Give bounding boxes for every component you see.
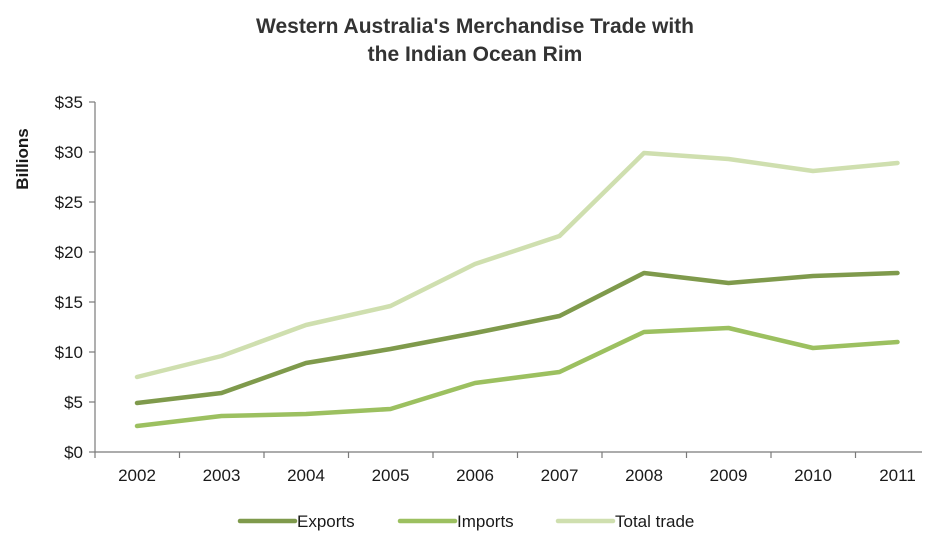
x-tick-label: 2007 [541, 466, 579, 485]
y-tick-labels: $0 $5 $10 $15 $20 $25 $30 $35 [55, 93, 83, 462]
x-tick-label: 2003 [203, 466, 241, 485]
y-tick-label: $0 [64, 443, 83, 462]
x-tick-label: 2006 [456, 466, 494, 485]
series-line-exports [134, 270, 900, 406]
legend-label-total-trade: Total trade [615, 512, 694, 531]
x-tick-label: 2004 [287, 466, 325, 485]
x-tick-labels: 2002 2003 2004 2005 2006 2007 2008 2009 2010 2011 [118, 466, 916, 485]
series-line-total-trade [134, 150, 900, 380]
y-tick-label: $30 [55, 143, 83, 162]
legend-label-imports: Imports [457, 512, 514, 531]
y-tick-label: $5 [64, 393, 83, 412]
legend-label-exports: Exports [297, 512, 355, 531]
x-tick-label: 2002 [118, 466, 156, 485]
y-tick-label: $10 [55, 343, 83, 362]
x-tick-label: 2010 [794, 466, 832, 485]
x-tick-label: 2011 [879, 466, 916, 485]
series-line-imports [134, 325, 900, 429]
y-axis-label: Billions [13, 128, 32, 189]
x-tick-label: 2009 [710, 466, 748, 485]
y-tick-label: $20 [55, 243, 83, 262]
y-tick-label: $15 [55, 293, 83, 312]
chart-title-line-1: Western Australia's Merchandise Trade wi… [256, 15, 694, 38]
legend: Exports Imports Total trade [237, 512, 694, 531]
chart-title-line-2: the Indian Ocean Rim [368, 43, 583, 66]
y-tick-label: $35 [55, 93, 83, 112]
x-tick-label: 2008 [625, 466, 663, 485]
x-tick-label: 2005 [372, 466, 410, 485]
axes [89, 101, 922, 458]
y-tick-label: $25 [55, 193, 83, 212]
series-lines [134, 150, 900, 429]
